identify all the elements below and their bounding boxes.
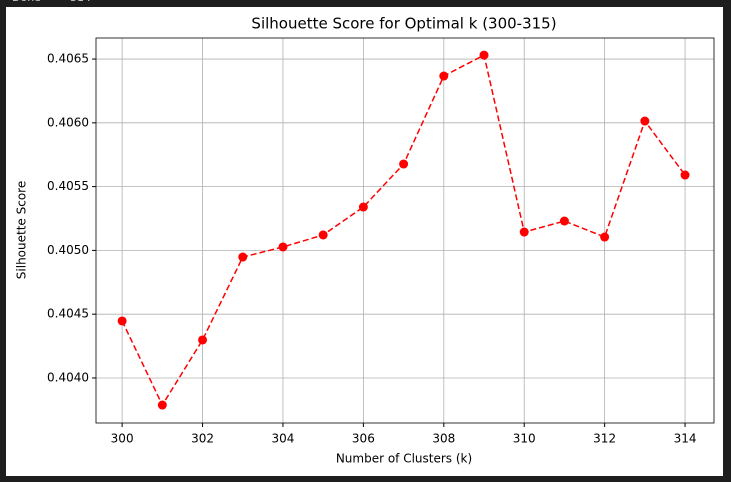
- marker: [318, 230, 328, 240]
- chart-title: Silhouette Score for Optimal k (300-315): [251, 15, 556, 33]
- status-text: Done: [12, 0, 41, 4]
- y-tick-label: 0.4055: [47, 179, 89, 193]
- marker: [157, 400, 167, 410]
- marker: [358, 202, 368, 212]
- x-tick-label: 312: [593, 432, 616, 446]
- x-tick-label: 314: [674, 432, 697, 446]
- marker: [640, 116, 650, 126]
- status-text: 314: [70, 0, 91, 4]
- x-tick-label: 304: [272, 432, 295, 446]
- figure-background: [6, 7, 723, 476]
- marker: [399, 159, 409, 169]
- marker: [680, 170, 690, 180]
- marker: [278, 242, 288, 252]
- x-tick-label: 306: [352, 432, 375, 446]
- marker: [519, 227, 529, 237]
- marker: [238, 252, 248, 262]
- y-tick-label: 0.4045: [47, 307, 89, 321]
- x-tick-label: 302: [191, 432, 214, 446]
- x-tick-label: 310: [513, 432, 536, 446]
- y-tick-label: 0.4065: [47, 52, 89, 66]
- x-axis-label: Number of Clusters (k): [336, 452, 472, 466]
- x-tick-label: 300: [111, 432, 134, 446]
- marker: [439, 71, 449, 81]
- marker: [600, 232, 610, 242]
- marker: [117, 316, 127, 326]
- y-axis-label: Silhouette Score: [15, 181, 29, 279]
- marker: [479, 50, 489, 60]
- marker: [559, 216, 569, 226]
- y-tick-label: 0.4040: [47, 370, 89, 384]
- y-tick-label: 0.4060: [47, 115, 89, 129]
- y-tick-label: 0.4050: [47, 243, 89, 257]
- x-tick-label: 308: [432, 432, 455, 446]
- marker: [198, 335, 208, 345]
- plot-frame: [95, 37, 715, 424]
